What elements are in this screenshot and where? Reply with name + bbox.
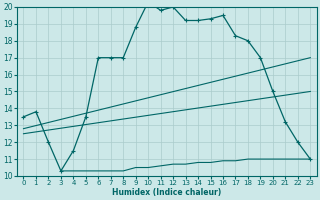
X-axis label: Humidex (Indice chaleur): Humidex (Indice chaleur) <box>112 188 221 197</box>
